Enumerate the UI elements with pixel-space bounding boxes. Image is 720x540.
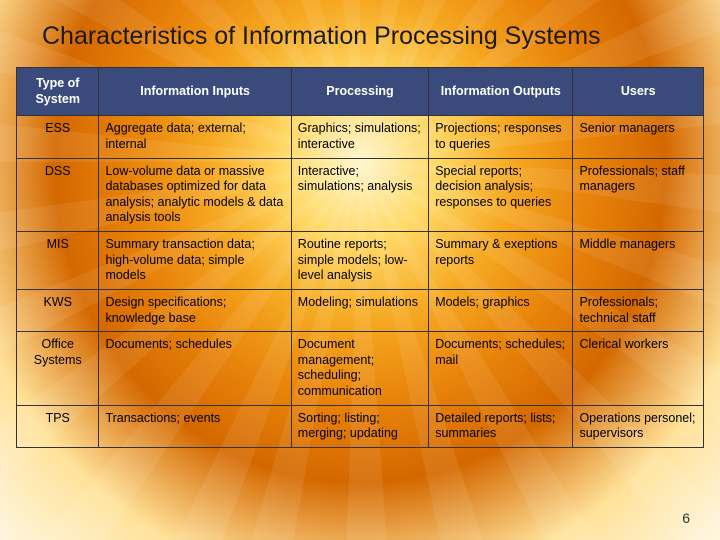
cell-type: ESS <box>17 116 99 158</box>
cell-outputs: Summary & exeptions reports <box>429 232 573 290</box>
cell-inputs: Aggregate data; external; internal <box>99 116 291 158</box>
table-row: TPS Transactions; events Sorting; listin… <box>17 405 704 447</box>
cell-type: MIS <box>17 232 99 290</box>
cell-inputs: Documents; schedules <box>99 332 291 406</box>
cell-users: Operations personel; supervisors <box>573 405 704 447</box>
table-container: Type of System Information Inputs Proces… <box>16 67 704 448</box>
cell-type: DSS <box>17 158 99 232</box>
cell-users: Middle managers <box>573 232 704 290</box>
systems-table: Type of System Information Inputs Proces… <box>16 67 704 448</box>
cell-type: TPS <box>17 405 99 447</box>
table-row: MIS Summary transaction data; high-volum… <box>17 232 704 290</box>
table-row: Office Systems Documents; schedules Docu… <box>17 332 704 406</box>
cell-users: Professionals; staff managers <box>573 158 704 232</box>
cell-outputs: Models; graphics <box>429 289 573 331</box>
cell-outputs: Special reports; decision analysis; resp… <box>429 158 573 232</box>
cell-proc: Modeling; simulations <box>291 289 428 331</box>
cell-outputs: Projections; responses to queries <box>429 116 573 158</box>
cell-proc: Document management; scheduling; communi… <box>291 332 428 406</box>
col-header-users: Users <box>573 68 704 116</box>
page-number: 6 <box>682 510 690 526</box>
col-header-outputs: Information Outputs <box>429 68 573 116</box>
table-header-row: Type of System Information Inputs Proces… <box>17 68 704 116</box>
cell-inputs: Design specifications; knowledge base <box>99 289 291 331</box>
cell-type: KWS <box>17 289 99 331</box>
cell-type: Office Systems <box>17 332 99 406</box>
cell-outputs: Documents; schedules; mail <box>429 332 573 406</box>
cell-users: Clerical workers <box>573 332 704 406</box>
col-header-inputs: Information Inputs <box>99 68 291 116</box>
cell-inputs: Transactions; events <box>99 405 291 447</box>
cell-inputs: Low-volume data or massive databases opt… <box>99 158 291 232</box>
col-header-type: Type of System <box>17 68 99 116</box>
table-row: KWS Design specifications; knowledge bas… <box>17 289 704 331</box>
cell-proc: Graphics; simulations; interactive <box>291 116 428 158</box>
cell-proc: Sorting; listing; merging; updating <box>291 405 428 447</box>
cell-proc: Interactive; simulations; analysis <box>291 158 428 232</box>
col-header-proc: Processing <box>291 68 428 116</box>
table-row: ESS Aggregate data; external; internal G… <box>17 116 704 158</box>
cell-users: Senior managers <box>573 116 704 158</box>
cell-outputs: Detailed reports; lists; summaries <box>429 405 573 447</box>
cell-inputs: Summary transaction data; high-volume da… <box>99 232 291 290</box>
slide-title: Characteristics of Information Processin… <box>0 0 720 61</box>
cell-users: Professionals; technical staff <box>573 289 704 331</box>
cell-proc: Routine reports; simple models; low-leve… <box>291 232 428 290</box>
table-row: DSS Low-volume data or massive databases… <box>17 158 704 232</box>
